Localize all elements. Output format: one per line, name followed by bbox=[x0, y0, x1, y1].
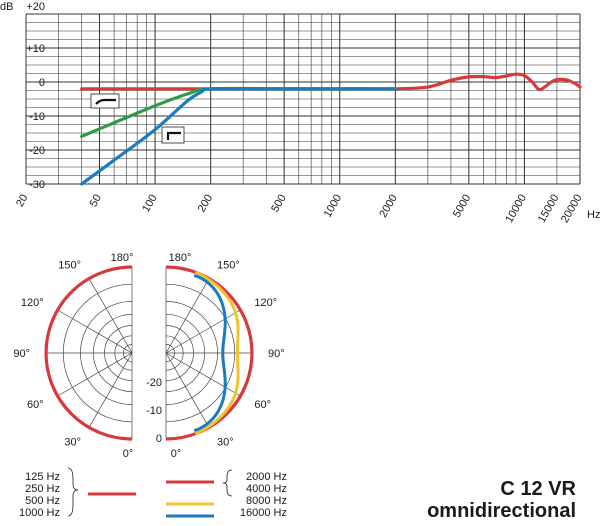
polar-spoke bbox=[88, 352, 133, 428]
polar-scale-label: -10 bbox=[146, 405, 162, 417]
polar-pattern-name: omnidirectional bbox=[427, 500, 576, 522]
polar-spoke bbox=[57, 352, 133, 397]
polar-scale-label: -20 bbox=[146, 377, 162, 389]
switch-glyph bbox=[95, 98, 116, 105]
legend-freq-blue: 16000 Hz bbox=[240, 507, 287, 519]
bass-cut-switch-2-icon bbox=[161, 126, 185, 144]
angle-label-left: 90° bbox=[13, 348, 30, 360]
legend-freq-right: 4000 Hz bbox=[246, 483, 287, 495]
angle-label-left: 150° bbox=[58, 260, 81, 272]
hz-unit-label: Hz bbox=[587, 209, 600, 221]
angle-label-right: 150° bbox=[217, 260, 240, 272]
polar-spoke bbox=[88, 278, 133, 354]
legend-freq-left: 1000 Hz bbox=[19, 507, 60, 519]
product-label: C 12 VR omnidirectional bbox=[427, 478, 576, 522]
angle-label-left: 30° bbox=[64, 436, 81, 448]
polar-spoke bbox=[165, 278, 210, 354]
db-tick-label: -20 bbox=[29, 145, 45, 157]
legend-freq-left: 125 Hz bbox=[25, 471, 60, 483]
legend-freq-yellow: 8000 Hz bbox=[246, 495, 287, 507]
polar-spoke bbox=[165, 352, 210, 428]
polar-curve-yellow bbox=[194, 270, 240, 436]
angle-label-right: 120° bbox=[254, 297, 277, 309]
angle-label-left: 180° bbox=[111, 252, 134, 264]
angle-label-right: 90° bbox=[268, 348, 285, 360]
db-unit-label: dB bbox=[0, 1, 13, 13]
polar-curves bbox=[44, 265, 254, 441]
polar-spoke bbox=[165, 309, 241, 354]
db-tick-label: +10 bbox=[26, 43, 45, 55]
angle-label-left: 60° bbox=[27, 399, 44, 411]
legend-freq-left: 500 Hz bbox=[25, 495, 60, 507]
polar-spoke bbox=[57, 309, 133, 354]
frequency-curves bbox=[80, 72, 582, 186]
legend-freq-right: 2000 Hz bbox=[246, 471, 287, 483]
legend-brace-left bbox=[67, 467, 79, 517]
polar-curve-red bbox=[44, 265, 133, 441]
response-curve-blue bbox=[80, 86, 397, 186]
db-tick-label: 0 bbox=[39, 77, 45, 89]
db-tick-label: -10 bbox=[29, 111, 45, 123]
polar-curve-blue bbox=[193, 273, 227, 433]
freq-tick-label: 50 bbox=[88, 193, 105, 210]
db-tick-label: +20 bbox=[26, 1, 45, 13]
angle-label-left: 0° bbox=[123, 448, 134, 460]
model-name: C 12 VR bbox=[500, 478, 576, 500]
angle-label-left: 120° bbox=[21, 297, 44, 309]
legend-freq-left: 250 Hz bbox=[25, 483, 60, 495]
freq-tick-label: 20 bbox=[14, 193, 31, 210]
legend-brace-right bbox=[222, 469, 233, 497]
polar-spoke bbox=[165, 352, 241, 397]
db-tick-label: -30 bbox=[29, 179, 45, 191]
polar-grid bbox=[46, 267, 252, 439]
switch-glyph bbox=[166, 131, 181, 140]
angle-label-right: 180° bbox=[169, 252, 192, 264]
angle-label-right: 0° bbox=[171, 448, 182, 460]
polar-labels: 180° 180° 150° 150° 120° 120° 90° 90° 60° 60° 30° 3… bbox=[13, 252, 284, 460]
polar-scale-label: 0 bbox=[156, 433, 162, 445]
angle-label-right: 60° bbox=[254, 399, 271, 411]
angle-label-right: 30° bbox=[217, 436, 234, 448]
bass-cut-switch-1-icon bbox=[90, 93, 120, 109]
